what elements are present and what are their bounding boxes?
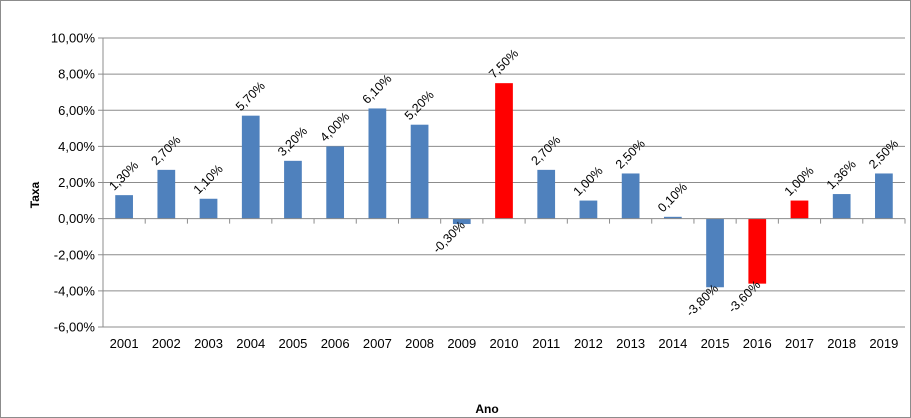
bar-2007 <box>368 108 387 219</box>
bar-2008 <box>410 124 429 219</box>
y-axis-title: Taxa <box>28 181 42 208</box>
x-tick-label: 2017 <box>785 336 814 351</box>
x-tick-label: 2011 <box>532 336 560 351</box>
bar-2002 <box>157 169 176 219</box>
x-tick-label: 2013 <box>616 336 645 351</box>
bar-2004 <box>241 115 260 219</box>
data-label: 5,20% <box>402 88 437 123</box>
y-tick-label: 8,00% <box>58 67 95 82</box>
bar-2017 <box>790 200 809 219</box>
x-tick-label: 2016 <box>743 336 772 351</box>
x-axis-ticks: 2001 2002 2003 2004 2005 2006 2007 2008 2009 2010… <box>110 336 899 351</box>
data-label: 5,70% <box>233 79 268 114</box>
y-tick-label: 4,00% <box>58 139 95 154</box>
data-label: 2,70% <box>528 133 563 168</box>
y-tick-label: 10,00% <box>51 31 96 46</box>
data-label: 1,00% <box>782 164 817 199</box>
x-tick-label: 2019 <box>869 336 898 351</box>
x-tick-label: 2009 <box>447 336 476 351</box>
bar-2018 <box>832 194 851 219</box>
data-label: 2,50% <box>613 137 648 172</box>
x-tick-label: 2014 <box>658 336 687 351</box>
bar-2013 <box>621 173 640 219</box>
data-label: 1,10% <box>191 162 226 197</box>
y-tick-label: 0,00% <box>58 211 95 226</box>
bar-2009 <box>452 218 471 225</box>
bar-2006 <box>326 146 345 219</box>
x-tick-label: 2004 <box>236 336 265 351</box>
data-label: 1,00% <box>571 164 606 199</box>
data-label: 6,10% <box>360 72 395 107</box>
x-tick-label: 2015 <box>701 336 730 351</box>
y-axis-ticks: 10,00% 8,00% 6,00% 4,00% 2,00% 0,00% -2,00% -4,… <box>51 31 104 335</box>
x-tick-label: 2018 <box>827 336 856 351</box>
x-tick-label: 2010 <box>490 336 519 351</box>
y-tick-label: 6,00% <box>58 103 95 118</box>
x-tick-label: 2007 <box>363 336 392 351</box>
data-label: 1,30% <box>106 158 141 193</box>
bar-2010 <box>495 83 513 219</box>
bar-2011 <box>537 169 556 219</box>
x-tick-label: 2001 <box>110 336 139 351</box>
bar-2014 <box>663 216 682 219</box>
zero-axis <box>102 218 906 224</box>
data-label: -3,60% <box>725 278 763 316</box>
x-tick-label: 2005 <box>278 336 307 351</box>
bar-2015 <box>706 218 724 288</box>
bar-2016 <box>748 218 767 284</box>
data-label: 2,50% <box>866 137 901 172</box>
data-label: 3,20% <box>275 124 310 159</box>
data-label: 7,50% <box>486 46 521 81</box>
data-label: -3,80% <box>683 281 721 319</box>
bars <box>115 83 893 288</box>
bar-2003 <box>199 198 218 219</box>
x-tick-label: 2012 <box>574 336 603 351</box>
data-label: 1,36% <box>824 157 859 192</box>
bar-2001 <box>115 195 133 219</box>
bar-2005 <box>284 160 302 219</box>
y-tick-label: -6,00% <box>54 320 96 335</box>
y-tick-label: -2,00% <box>54 247 96 262</box>
data-label: 2,70% <box>149 133 184 168</box>
data-label: 4,00% <box>317 110 352 145</box>
y-tick-label: 2,00% <box>58 175 95 190</box>
data-label: -0,30% <box>430 218 468 256</box>
bar-2019 <box>875 173 893 219</box>
x-tick-label: 2003 <box>194 336 223 351</box>
data-label: 0,10% <box>655 180 690 215</box>
x-axis-title: Ano <box>475 402 498 416</box>
x-tick-label: 2006 <box>321 336 350 351</box>
x-tick-label: 2002 <box>152 336 181 351</box>
bar-2012 <box>579 200 598 219</box>
x-tick-label: 2008 <box>405 336 434 351</box>
y-tick-label: -4,00% <box>54 283 96 298</box>
